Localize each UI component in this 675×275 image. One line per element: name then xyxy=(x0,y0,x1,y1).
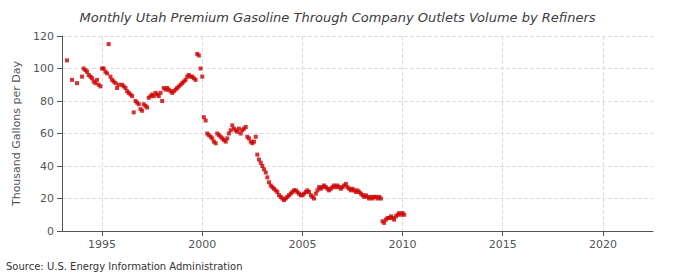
svg-text:60: 60 xyxy=(40,127,54,140)
svg-text:Thousand Gallons per Day: Thousand Gallons per Day xyxy=(10,60,23,207)
svg-text:100: 100 xyxy=(33,62,54,75)
svg-text:2020: 2020 xyxy=(589,238,617,251)
svg-text:40: 40 xyxy=(40,160,54,173)
svg-text:1995: 1995 xyxy=(88,238,116,251)
svg-text:2015: 2015 xyxy=(489,238,517,251)
svg-text:0: 0 xyxy=(47,225,54,238)
svg-text:120: 120 xyxy=(33,30,54,43)
svg-text:80: 80 xyxy=(40,95,54,108)
svg-text:2010: 2010 xyxy=(389,238,417,251)
svg-text:2005: 2005 xyxy=(288,238,316,251)
svg-text:Source: U.S. Energy Informatio: Source: U.S. Energy Information Administ… xyxy=(6,261,243,272)
svg-text:2000: 2000 xyxy=(188,238,216,251)
svg-text:Monthly Utah Premium Gasoline: Monthly Utah Premium Gasoline Through Co… xyxy=(79,10,595,25)
svg-text:20: 20 xyxy=(40,192,54,205)
